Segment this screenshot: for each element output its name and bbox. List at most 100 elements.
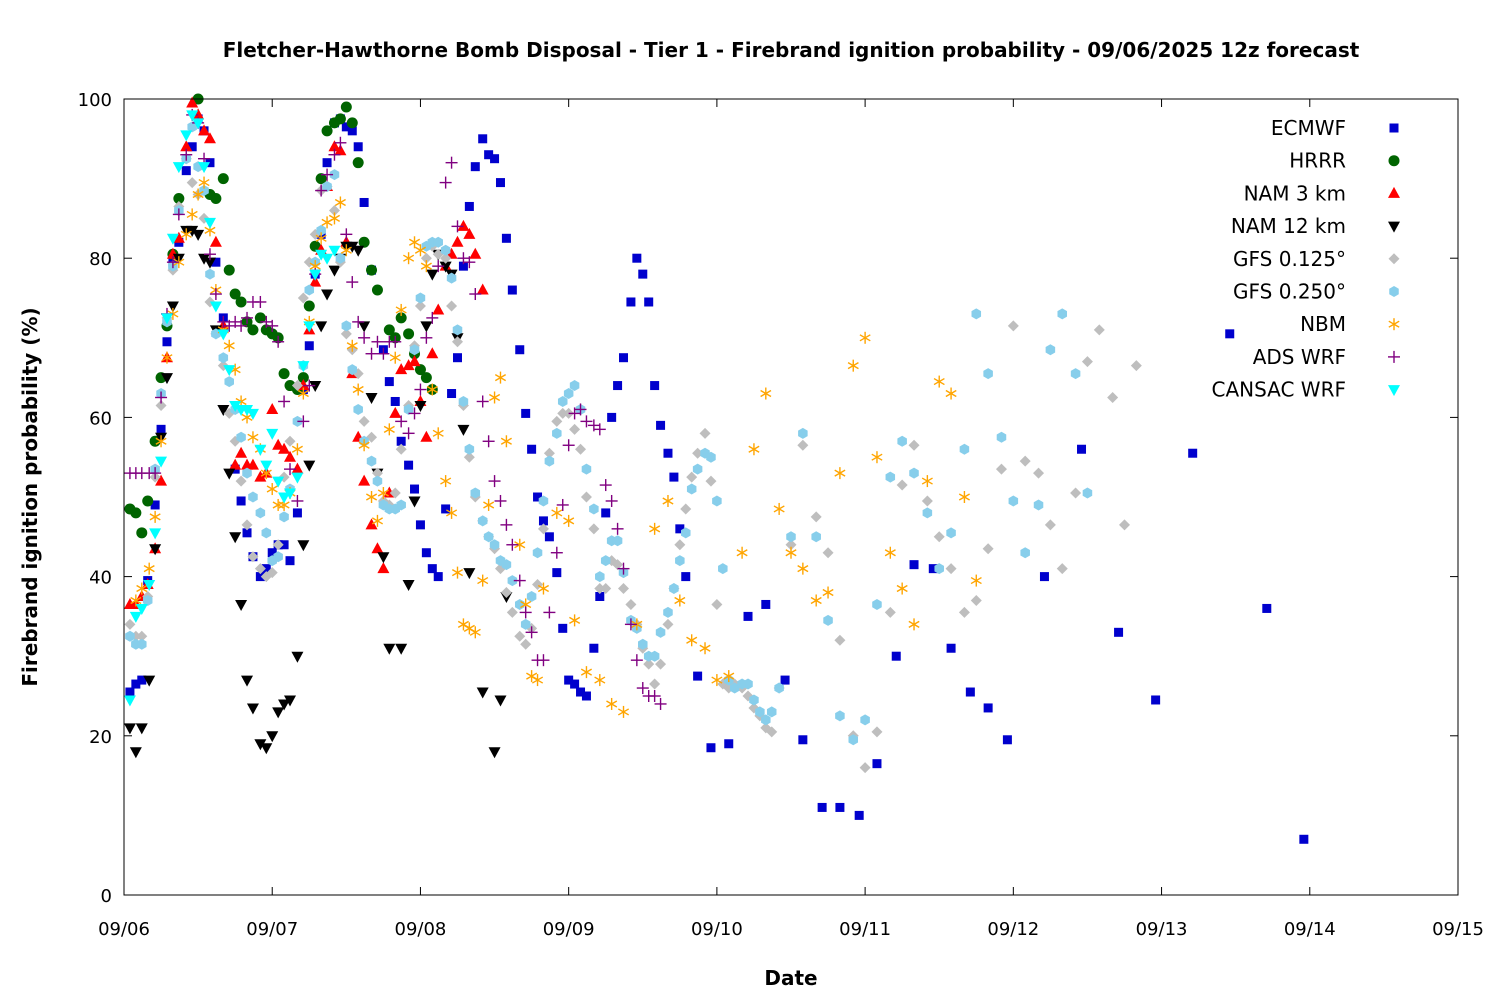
data-point — [982, 543, 994, 555]
data-point — [706, 743, 716, 753]
data-point — [155, 391, 168, 404]
data-point — [644, 297, 654, 307]
data-point — [453, 353, 462, 363]
data-point — [458, 395, 469, 407]
data-point — [755, 706, 765, 718]
data-point — [218, 352, 229, 364]
data-point — [235, 296, 247, 308]
data-point — [315, 184, 328, 197]
x-tick-label: 09/11 — [839, 919, 891, 940]
data-point — [198, 124, 211, 136]
data-point — [322, 181, 332, 193]
data-point — [440, 252, 452, 264]
data-point — [371, 514, 384, 527]
data-point — [377, 347, 390, 360]
data-point — [810, 594, 822, 607]
data-point — [563, 514, 575, 527]
data-point — [638, 269, 648, 279]
data-point — [650, 381, 660, 391]
data-point — [359, 197, 369, 207]
data-point — [514, 630, 526, 642]
data-point — [254, 739, 267, 751]
data-point — [908, 439, 920, 451]
data-point — [798, 427, 808, 439]
data-point — [130, 507, 142, 519]
data-point — [346, 241, 359, 253]
data-point — [594, 583, 606, 595]
data-point — [358, 415, 370, 427]
data-point — [494, 494, 507, 507]
data-point — [414, 300, 426, 312]
data-point — [395, 415, 408, 428]
data-point — [372, 475, 383, 487]
data-point — [959, 443, 970, 455]
data-point — [291, 443, 303, 456]
data-point — [278, 368, 290, 380]
data-point — [743, 678, 753, 690]
data-point — [278, 442, 291, 454]
data-point — [500, 518, 513, 531]
data-point — [506, 606, 518, 618]
data-point — [662, 618, 674, 630]
data-point — [501, 233, 511, 243]
data-point — [489, 539, 500, 551]
data-point — [420, 331, 433, 344]
data-point — [366, 264, 378, 276]
data-point — [254, 470, 267, 482]
data-point — [618, 583, 630, 595]
data-point — [346, 276, 359, 289]
data-point — [285, 556, 295, 566]
data-point — [483, 531, 494, 543]
data-point — [315, 249, 328, 261]
data-point — [705, 475, 717, 487]
data-point — [209, 301, 222, 313]
data-point — [909, 467, 919, 479]
data-point — [358, 474, 371, 486]
data-point — [335, 252, 346, 264]
data-point — [607, 412, 617, 422]
data-point — [488, 747, 501, 759]
data-point — [648, 690, 661, 702]
data-point — [626, 297, 636, 307]
data-point — [137, 638, 147, 650]
data-point — [822, 586, 834, 599]
data-point — [266, 402, 279, 414]
data-point — [203, 132, 216, 144]
data-point — [340, 228, 353, 241]
data-point — [835, 710, 845, 722]
data-point — [383, 643, 396, 655]
data-point — [260, 743, 273, 755]
data-point — [246, 458, 259, 470]
data-point — [520, 618, 531, 630]
data-point — [611, 522, 624, 535]
data-point — [358, 439, 370, 452]
data-point — [377, 552, 390, 564]
data-point — [136, 527, 148, 539]
data-point — [575, 443, 587, 455]
data-point — [612, 535, 623, 547]
data-point — [180, 148, 193, 161]
y-tick-label: 40 — [89, 568, 112, 589]
data-point — [674, 594, 686, 607]
data-point — [291, 494, 304, 507]
data-point — [187, 121, 197, 133]
data-point — [693, 671, 703, 681]
data-point — [447, 389, 457, 399]
data-point — [352, 315, 365, 328]
data-point — [965, 687, 975, 697]
data-point — [389, 335, 402, 348]
data-point — [958, 491, 970, 503]
data-point — [246, 408, 259, 420]
data-point — [589, 503, 599, 515]
data-point — [551, 506, 563, 519]
data-point — [562, 439, 575, 452]
data-point — [408, 496, 421, 508]
data-point — [309, 269, 322, 281]
data-point — [797, 439, 809, 451]
legend-marker — [1388, 221, 1400, 233]
data-point — [395, 443, 407, 455]
data-point — [229, 458, 242, 470]
data-point — [266, 428, 279, 440]
